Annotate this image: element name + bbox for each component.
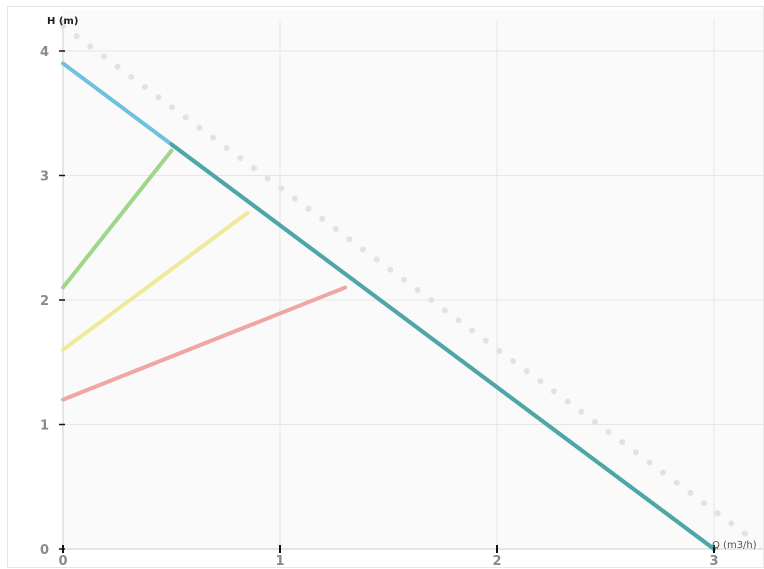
x-tick-label: 1 [275,554,284,569]
y-tick-label: 4 [40,45,49,60]
x-tick-label: 0 [58,554,67,569]
x-tick-label: 3 [709,554,718,569]
tick-labels: 0 1 2 3 0 1 2 3 4 [40,45,719,569]
y-tick-label: 0 [40,543,49,558]
grid-lines [63,19,763,549]
series-line-2 [61,148,174,290]
series-line-1-overlay [169,142,716,551]
series-line-4 [61,285,348,402]
y-tick-label: 2 [40,294,49,309]
y-tick-label: 3 [40,170,49,185]
series-lines [60,23,761,551]
y-tick-label: 1 [40,419,49,434]
series-line-3 [61,210,250,352]
x-tick-label: 2 [492,554,501,569]
y-axis-title: H (m) [47,16,78,27]
x-axis-title: Q (m3/h) [712,540,757,551]
plot-background [63,10,763,549]
